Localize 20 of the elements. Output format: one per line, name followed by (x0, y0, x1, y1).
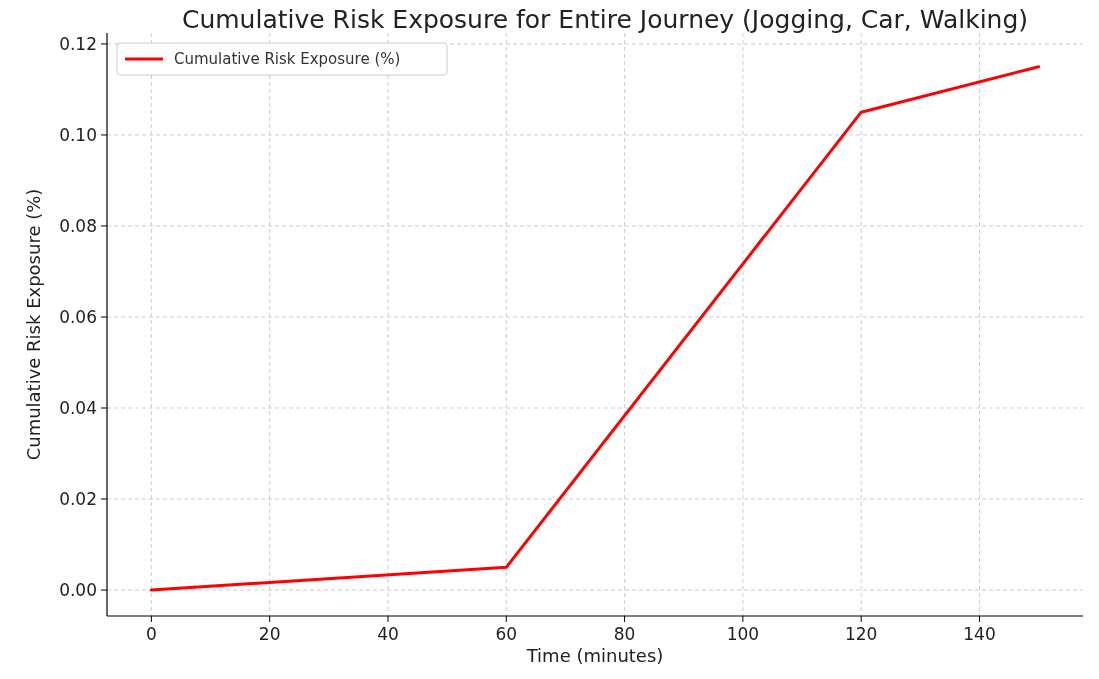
y-tick-label: 0.10 (59, 124, 97, 145)
x-tick-label: 20 (258, 624, 281, 644)
x-tick-label: 120 (844, 624, 878, 644)
y-tick-label: 0.04 (59, 398, 97, 419)
y-tick-label: 0.12 (59, 33, 97, 54)
y-tick-label: 0.08 (59, 215, 97, 236)
x-axis-title: Time (minutes) (525, 645, 664, 666)
chart-title: Cumulative Risk Exposure for Entire Journey (Jogging, Car, Walking) (181, 5, 1029, 34)
y-axis-title: Cumulative Risk Exposure (%) (23, 188, 44, 461)
x-tick-label: 0 (145, 624, 157, 644)
x-tick-label: 40 (377, 624, 399, 644)
y-tick-label: 0.00 (59, 580, 97, 601)
line-series (149, 65, 1041, 592)
x-tick-label: 100 (726, 624, 760, 644)
y-tick-label: 0.02 (59, 489, 97, 510)
x-tick-label: 60 (495, 624, 518, 644)
legend-label: Cumulative Risk Exposure (%) (174, 50, 401, 68)
y-tick-label: 0.06 (59, 306, 97, 327)
x-tick-label: 140 (963, 624, 996, 644)
x-tick-label: 80 (613, 624, 636, 644)
